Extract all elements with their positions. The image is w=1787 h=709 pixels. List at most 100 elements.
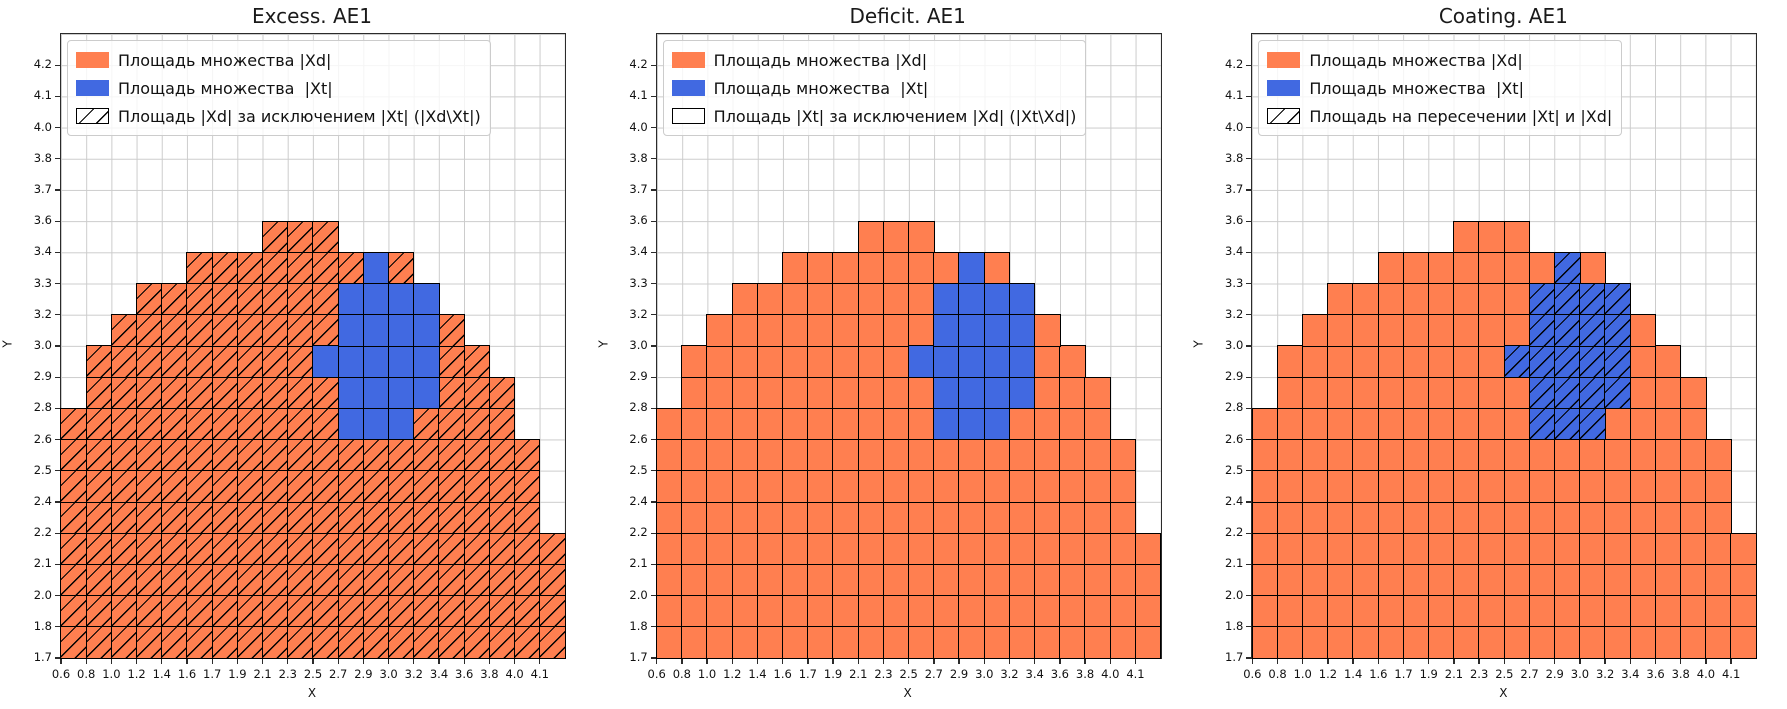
xd-cell — [387, 532, 415, 566]
xd-cell — [362, 501, 390, 534]
xd-cell — [908, 594, 935, 628]
xd-cell — [312, 594, 339, 628]
xd-cell — [1134, 594, 1162, 628]
y-tick-label: 3.0 — [629, 338, 648, 352]
xt-cell — [958, 376, 985, 410]
xd-cell — [1352, 345, 1379, 378]
xd-cell — [782, 251, 809, 285]
x-tick-mark — [1629, 659, 1632, 664]
xd-cell — [832, 501, 859, 534]
legend-label: Площадь множества |Xd| — [118, 50, 332, 70]
y-tick-label: 3.6 — [629, 213, 648, 228]
xd-cell — [782, 282, 809, 316]
xd-cell — [1428, 470, 1455, 503]
y-tick-mark — [1246, 470, 1252, 472]
xd-cell — [312, 470, 339, 503]
y-tick-mark — [1246, 126, 1252, 129]
xd-cell — [1528, 594, 1556, 628]
y-tick-mark — [650, 251, 656, 254]
y-tick-label: 2.8 — [1225, 400, 1244, 415]
xd-cell — [1034, 376, 1061, 410]
xd-cell — [1352, 407, 1379, 441]
xd-cell — [1402, 594, 1430, 628]
xt-cell — [1604, 314, 1631, 347]
xd-cell — [782, 501, 809, 534]
xd-cell — [135, 314, 163, 347]
xd-cell — [438, 407, 465, 441]
y-tick-label: 2.9 — [1225, 369, 1244, 384]
x-tick-label: 1.7 — [203, 667, 222, 681]
xd-cell — [1276, 501, 1304, 534]
y-tick-label: 2.0 — [1225, 587, 1244, 602]
xd-cell — [261, 376, 289, 410]
y-tick-mark — [55, 282, 60, 285]
xd-cell — [1327, 376, 1354, 410]
xd-cell — [782, 470, 809, 503]
xd-cell — [1084, 376, 1111, 410]
xd-cell — [236, 314, 264, 347]
x-tick-label: 1.4 — [748, 667, 767, 681]
x-tick-label: 2.3 — [1469, 667, 1489, 681]
legend-swatch-xt — [1267, 80, 1301, 96]
y-tick-label: 2.9 — [33, 369, 52, 384]
xd-cell — [1302, 626, 1329, 659]
xd-cell — [85, 376, 113, 410]
xd-cell — [287, 532, 314, 566]
xd-cell — [261, 407, 289, 441]
xd-cell — [236, 563, 264, 597]
xd-cell — [413, 594, 440, 628]
x-tick-mark — [832, 659, 834, 664]
xd-cell — [236, 501, 264, 534]
xd-cell — [110, 345, 138, 378]
xd-cell — [1402, 345, 1430, 378]
xd-cell — [85, 345, 113, 378]
y-tick-label: 3.3 — [1225, 275, 1244, 290]
xd-cell — [261, 563, 289, 597]
xd-cell — [1059, 376, 1086, 410]
xd-cell — [161, 407, 188, 441]
x-tick-mark — [337, 659, 339, 664]
xd-cell — [832, 407, 859, 441]
xd-cell — [463, 470, 491, 503]
xd-cell — [1629, 376, 1657, 410]
xd-cell — [186, 563, 213, 597]
x-tick-label: 2.9 — [1545, 667, 1564, 681]
xd-cell — [1503, 407, 1531, 441]
xd-cell — [756, 314, 784, 347]
xd-cell — [1579, 594, 1606, 628]
xd-cell — [438, 314, 465, 347]
xd-cell — [756, 594, 784, 628]
xd-cell — [1554, 501, 1581, 534]
xd-cell — [1478, 220, 1505, 254]
xd-cell — [85, 438, 113, 472]
x-tick-mark — [1579, 659, 1581, 664]
xd-cell — [1008, 438, 1036, 472]
xd-cell — [807, 345, 834, 378]
xd-cell — [807, 563, 834, 597]
xd-cell — [1377, 438, 1405, 472]
xd-cell — [681, 470, 708, 503]
y-tick-mark — [650, 626, 656, 628]
xd-cell — [337, 251, 365, 285]
xd-cell — [756, 438, 784, 472]
xd-cell — [1629, 470, 1657, 503]
y-tick-label: 2.6 — [33, 431, 52, 446]
x-tick-label: 3.6 — [1050, 667, 1069, 681]
x-tick-label: 2.1 — [253, 667, 272, 681]
y-tick-label: 2.4 — [1225, 494, 1244, 508]
xd-cell — [1402, 407, 1430, 441]
xd-cell — [1579, 501, 1606, 534]
xd-cell — [1428, 594, 1455, 628]
xd-cell — [261, 220, 289, 254]
xd-cell — [807, 501, 834, 534]
xt-cell — [1528, 345, 1556, 378]
y-tick-label: 2.8 — [33, 400, 52, 415]
xd-cell — [731, 594, 759, 628]
y-tick-label: 3.3 — [629, 275, 648, 290]
x-tick-label: 4.1 — [530, 667, 549, 681]
xd-cell — [110, 314, 138, 347]
y-tick-mark — [1246, 376, 1252, 378]
xd-cell — [983, 251, 1011, 285]
y-tick-label: 3.8 — [33, 150, 52, 165]
xd-cell — [1402, 376, 1430, 410]
